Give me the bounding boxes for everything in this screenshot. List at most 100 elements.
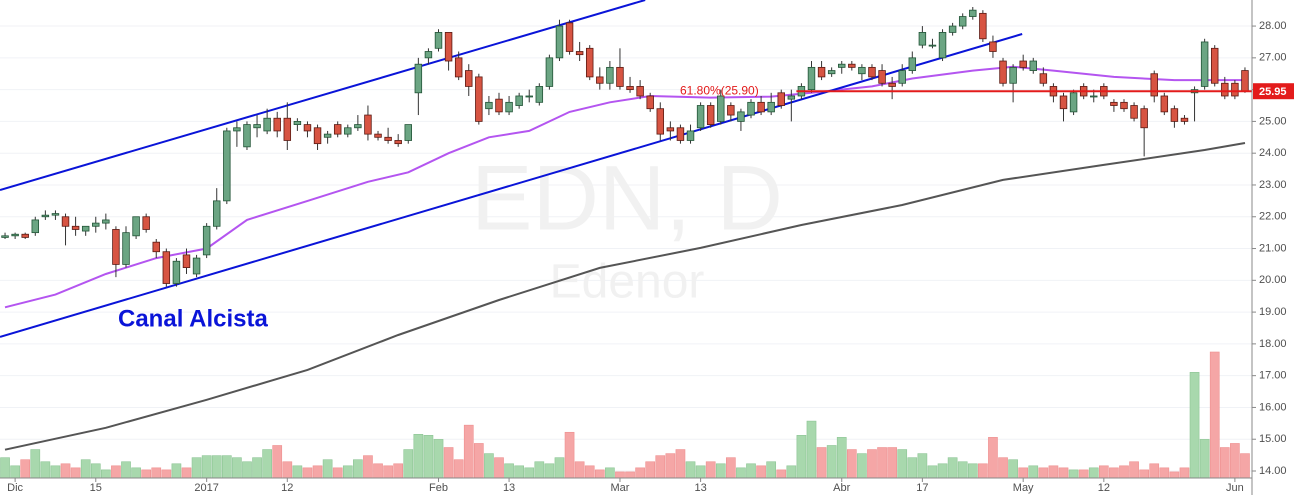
candle-body (505, 101, 513, 113)
x-tick-label: Abr (833, 482, 850, 494)
volume-bar (544, 463, 555, 479)
y-tick-label: 16.00 (1259, 401, 1287, 413)
candle-body (344, 127, 352, 135)
volume-bar (806, 420, 817, 479)
candle-body (162, 251, 171, 284)
volume-bar (665, 453, 676, 479)
x-tick-label: 12 (281, 482, 293, 494)
volume-bar (272, 445, 283, 479)
volume-bar (121, 461, 131, 479)
volume-bar (131, 467, 141, 479)
candle-body (656, 108, 665, 135)
candle-body (223, 130, 231, 202)
volume-bar (171, 463, 182, 479)
candle-body (676, 127, 685, 141)
volume-bar (141, 469, 152, 479)
volume-bar (1109, 467, 1119, 479)
volume-bar (1230, 443, 1240, 479)
x-tick-label: Dic (7, 482, 23, 494)
candle-body (535, 86, 544, 103)
volume-bar (877, 447, 887, 479)
candle-body (636, 86, 644, 97)
volume-bar (1119, 465, 1129, 479)
volume-bar (20, 459, 31, 479)
volume-bar (201, 455, 212, 479)
candle-body (414, 63, 423, 94)
volume-bar (413, 434, 424, 479)
candle-body (1170, 108, 1179, 122)
volume-bar (373, 463, 383, 479)
volume-bar (867, 449, 877, 479)
candle-body (868, 66, 876, 78)
candle-body (787, 95, 796, 100)
volume-bar (887, 447, 897, 479)
volume-bar (40, 461, 51, 479)
volume-bar (1189, 372, 1200, 479)
volume-bar (504, 463, 514, 479)
volume-bar (10, 465, 20, 479)
volume-bar (393, 463, 404, 479)
candle-body (404, 124, 412, 141)
candle-body (706, 105, 715, 125)
candle-body (475, 76, 483, 122)
candle-body (888, 82, 896, 87)
volume-bar (363, 455, 373, 479)
candle-body (112, 229, 120, 265)
candle-body (1221, 82, 1229, 97)
volume-bar (262, 449, 272, 479)
candle-body (122, 232, 130, 265)
candle-body (1130, 105, 1138, 119)
volume-bar (161, 469, 172, 479)
candle-body (626, 86, 634, 91)
volume-bar (484, 453, 494, 479)
candle-body (878, 70, 886, 84)
volume-bar (1179, 467, 1190, 479)
volume-bar (494, 457, 504, 479)
x-tick-label: 17 (916, 482, 928, 494)
volume-bar (1149, 463, 1160, 479)
candle-body (1160, 95, 1169, 113)
candle-body (102, 219, 110, 224)
candle-body (807, 66, 816, 91)
volume-bar (70, 467, 81, 479)
volume-bar (1088, 467, 1099, 479)
volume-bar (1169, 471, 1180, 479)
price-label: 25.95 (1259, 86, 1287, 98)
candle-body (938, 32, 947, 59)
volume-bar (302, 467, 313, 479)
candle-body (243, 124, 251, 148)
candle-body (1039, 73, 1048, 84)
candle-body (333, 124, 342, 135)
candle-body (495, 98, 503, 113)
candle-body (515, 95, 523, 106)
volume-bar (685, 461, 696, 479)
volume-bar (826, 445, 837, 479)
volume-bar (615, 471, 625, 479)
volume-bar (1240, 453, 1250, 479)
y-tick-label: 19.00 (1259, 306, 1287, 318)
volume-bar (655, 455, 666, 479)
candle-body (263, 117, 271, 132)
volume-bar (101, 469, 111, 479)
y-tick-label: 23.00 (1259, 179, 1287, 191)
volume-bar (1209, 351, 1220, 479)
candle-body (585, 47, 594, 78)
volume-bar (1159, 467, 1170, 479)
candle-body (525, 95, 533, 98)
volume-bar (947, 457, 958, 479)
candle-body (767, 101, 775, 113)
candle-body (1150, 73, 1158, 97)
y-tick-label: 18.00 (1259, 338, 1287, 350)
volume-bar (736, 467, 746, 479)
candle-body (545, 57, 554, 87)
candle-body (213, 200, 221, 227)
volume-bar (292, 465, 303, 479)
candle-body (303, 124, 312, 132)
candle-body (979, 12, 987, 40)
x-tick-label: May (1013, 482, 1034, 494)
volume-bar (967, 463, 978, 479)
fib-label: 61.80%(25.90) (680, 83, 759, 97)
volume-bar (957, 461, 968, 479)
candle-body (1200, 41, 1209, 87)
y-tick-label: 15.00 (1259, 433, 1287, 445)
